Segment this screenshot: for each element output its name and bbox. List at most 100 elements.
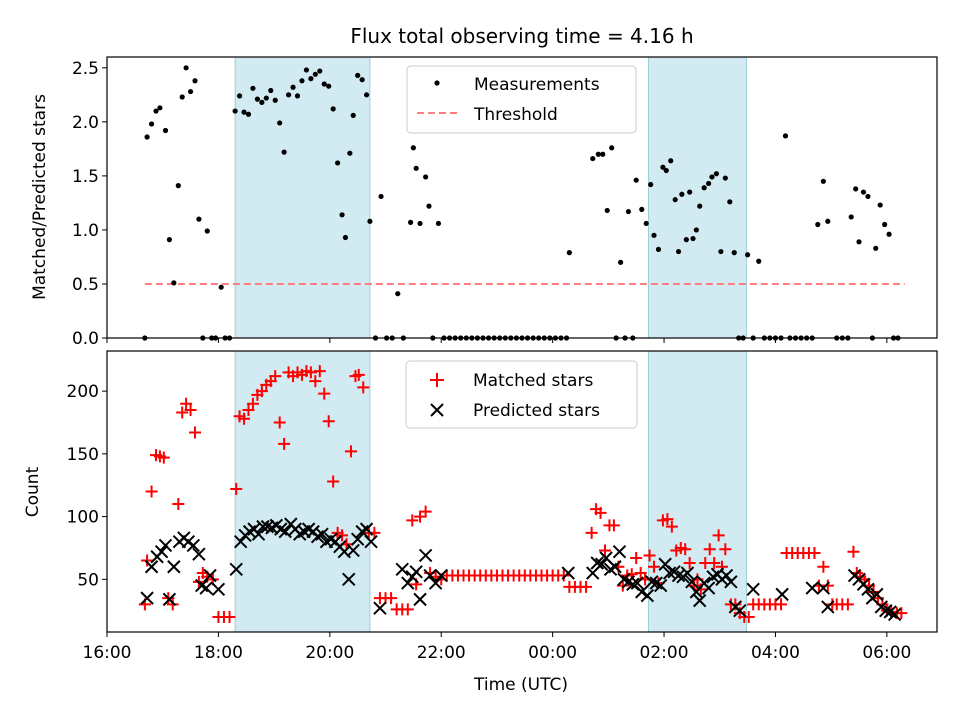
matched-star-point (580, 580, 593, 593)
matched-star-point (309, 375, 322, 388)
bottom-legend: Matched stars Predicted stars (405, 360, 638, 429)
measurement-point (566, 250, 572, 256)
x-axis-label: Time (UTC) (473, 675, 568, 695)
measurement-point (643, 220, 649, 227)
matched-star-point (419, 505, 432, 518)
measurement-point (395, 291, 401, 297)
top-y-tick-label: 2.5 (72, 59, 99, 79)
measurement-point (407, 219, 414, 225)
top-y-tick-label: 1.0 (72, 221, 99, 241)
matched-star-point (141, 554, 154, 567)
top-y-tick-label: 0.0 (72, 329, 99, 349)
matched-star-point (607, 519, 620, 532)
measurement-point (722, 175, 728, 181)
measurement-point (153, 108, 159, 114)
measurement-point (417, 220, 423, 227)
matched-star-point (223, 610, 236, 623)
predicted-star-point (154, 545, 169, 559)
matched-star-point (847, 545, 860, 558)
predicted-star-point (805, 581, 819, 595)
top-legend-frame (406, 65, 637, 134)
measurement-point (860, 189, 867, 195)
chart-title: Flux total observing time = 4.16 h (350, 24, 693, 48)
predicted-star-point (359, 522, 374, 536)
measurement-point (886, 231, 892, 237)
predicted-star-point (692, 593, 707, 608)
matched-star-point (176, 406, 189, 419)
measurement-point (435, 220, 442, 227)
measurement-point (697, 203, 703, 209)
measurement-point (303, 67, 310, 73)
measurement-point (848, 214, 854, 220)
x-tick-label: 02:00 (640, 643, 689, 663)
predicted-star-point (434, 568, 448, 583)
bottom-predicted-layer (140, 517, 902, 622)
matched-star-point (729, 598, 742, 611)
matched-star-point (665, 520, 678, 533)
measurement-point (604, 207, 610, 214)
matched-star-point (357, 381, 370, 394)
measurement-point (882, 221, 888, 228)
x-tick-label: 00:00 (528, 643, 577, 663)
matched-star-point (821, 579, 834, 592)
legend-threshold-label: Threshold (473, 105, 558, 125)
measurement-point (617, 259, 624, 265)
predicted-star-point (418, 548, 433, 563)
measurement-point (179, 94, 185, 100)
top-y-tick-label: 0.5 (72, 275, 99, 295)
predicted-star-point (199, 581, 213, 595)
measurement-point (308, 76, 314, 82)
measurement-point (335, 160, 341, 166)
measurement-point (187, 88, 194, 95)
measurement-point (655, 246, 662, 252)
measurement-point (633, 177, 639, 183)
matched-star-point (634, 567, 647, 580)
measurement-point (277, 120, 283, 126)
x-tick-label: 16:00 (83, 643, 132, 663)
measurement-point (347, 150, 353, 156)
matched-star-point (630, 551, 643, 564)
measurement-point (856, 239, 862, 245)
predicted-star-point (395, 562, 409, 576)
measurement-point (672, 197, 678, 203)
predicted-star-point (278, 524, 292, 539)
matched-star-point (230, 482, 243, 495)
measurement-point (600, 151, 606, 157)
top-y-tick-label: 2.0 (72, 113, 99, 133)
measurement-point (175, 183, 181, 189)
measurement-point (718, 248, 724, 255)
measurement-point (651, 232, 657, 238)
predicted-star-point (192, 547, 206, 561)
matched-star-point (184, 403, 197, 416)
measurement-point (250, 85, 256, 91)
matched-star-point (594, 506, 607, 519)
measurement-point (148, 121, 155, 127)
measurement-point (144, 134, 150, 140)
predicted-star-point (167, 560, 181, 574)
bottom-y-tick-label: 50 (77, 570, 99, 590)
predicted-star-point (364, 534, 378, 549)
measurement-point (204, 228, 210, 234)
measurement-point (693, 227, 699, 233)
predicted-star-point (719, 568, 734, 583)
legend-measurements-marker (434, 80, 440, 86)
measurement-point (865, 193, 871, 200)
predicted-star-point (701, 581, 716, 595)
measurement-point (877, 202, 883, 208)
matched-star-point (318, 387, 331, 400)
matched-star-point (414, 510, 427, 523)
matched-star-point (269, 370, 282, 383)
predicted-star-point (428, 576, 443, 590)
bottom-shaded-interval-0 (234, 350, 371, 633)
measurement-point (648, 181, 654, 188)
predicted-star-point (821, 600, 835, 614)
measurement-point (241, 109, 247, 115)
predicted-star-point (144, 560, 159, 574)
bottom-y-ticks: 50 100 150 200 (67, 382, 107, 590)
measurement-point (285, 92, 292, 98)
top-y-tick-label: 1.5 (72, 167, 99, 187)
predicted-star-point (140, 591, 154, 605)
measurement-point (183, 65, 189, 71)
top-y-axis-label: Matched/Predicted stars (30, 94, 50, 300)
matched-star-point (238, 412, 251, 425)
